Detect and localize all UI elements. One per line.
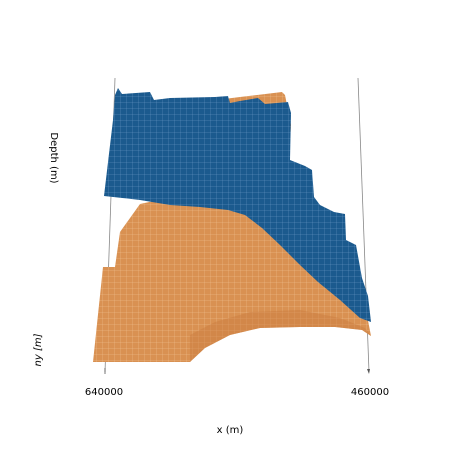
y-axis-label: ny [m] (33, 333, 44, 366)
x-tick-label-left: 640000 (85, 387, 123, 398)
z-axis-label: Depth (m) (48, 132, 59, 183)
x-tick-label-right: 460000 (351, 387, 389, 398)
x-tick-mark-right (367, 369, 370, 374)
x-axis-label: x (m) (217, 425, 244, 436)
